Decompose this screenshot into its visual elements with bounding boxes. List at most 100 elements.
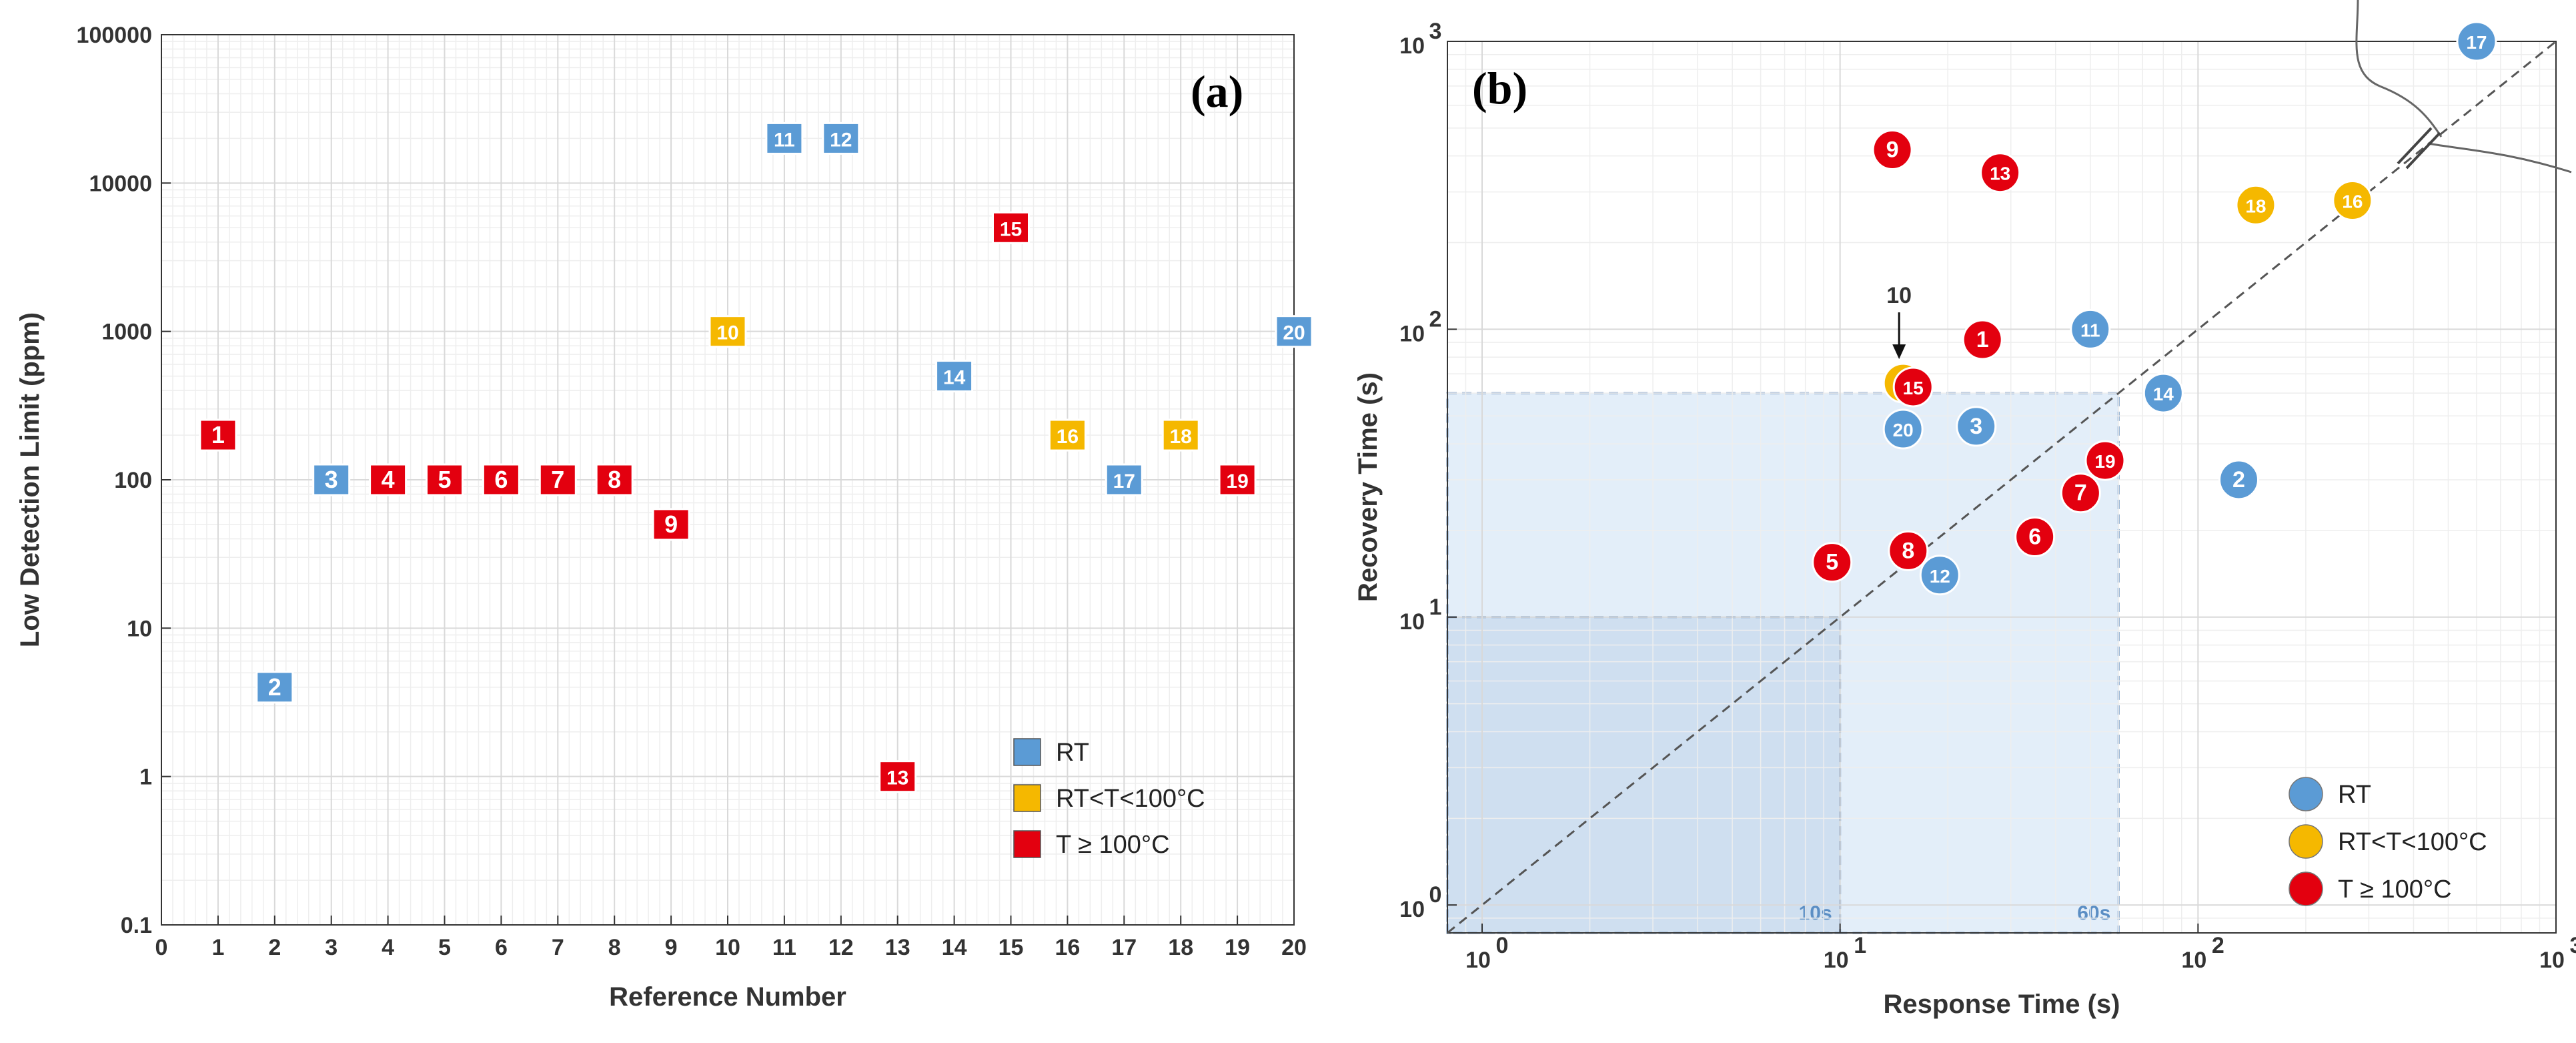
panel-b-marker-label: 13 <box>1990 163 2010 184</box>
panel-a-marker <box>1275 315 1313 348</box>
panel-a-marker-label: 18 <box>1170 426 1192 448</box>
panel-b-point-6: 6 <box>2014 516 2056 558</box>
panel-a-label: (a) <box>1191 66 1243 117</box>
panel-b-point-13: 13 <box>1980 152 2021 194</box>
panel-a-point-20: 20 <box>1275 315 1313 348</box>
panel-a-marker <box>652 508 690 541</box>
panel-a-x-tick-label: 3 <box>325 935 338 960</box>
panel-a-x-tick-label: 10 <box>715 935 740 960</box>
panel-b-y-tick-exponent: 3 <box>1429 19 1442 44</box>
panel-a-x-tick-label: 13 <box>885 935 910 960</box>
panel-b-label: (b) <box>1472 63 1527 113</box>
panel-b-x-tick-label: 10 <box>1824 948 1849 973</box>
panel-b-annotation-arrowhead <box>1892 344 1906 360</box>
panel-b-x-tick-label: 10 <box>2539 948 2565 973</box>
panel-b-points: 179131816111101514203192765812 <box>1812 21 2497 596</box>
panel-b-marker-label: 11 <box>2080 320 2100 340</box>
panel-b-y-tick-label: 10 <box>1399 33 1425 59</box>
panel-b-shade-label: 10s <box>1799 902 1832 924</box>
panel-b-point-9: 9 <box>1872 129 1913 171</box>
panel-b-legend-hot-label: T ≥ 100°C <box>2338 876 2452 904</box>
panel-b-marker <box>2084 440 2126 481</box>
panel-b-axis-break-curve-left <box>2355 0 2443 137</box>
panel-b-diagonal-line <box>1447 40 2557 934</box>
panel-a-marker-label: 3 <box>325 466 338 493</box>
panel-a-x-tick-label: 12 <box>828 935 854 960</box>
panel-a-y-ticks: 0.1 1 10 100 1000 10000 100000 <box>77 23 171 938</box>
panel-a-x-tick-label: 4 <box>382 935 394 960</box>
panel-a-marker <box>312 463 351 496</box>
panel-b-marker <box>2218 459 2259 500</box>
panel-a-point-9: 9 <box>652 508 690 541</box>
panel-b-y-tick-label: 10 <box>1399 609 1425 635</box>
panel-a-x-tick-label: 9 <box>665 935 678 960</box>
panel-a-marker <box>1218 463 1257 496</box>
panel-a-marker <box>765 121 804 155</box>
panel-b-point-7: 7 <box>2060 472 2101 514</box>
panel-a-marker-label: 9 <box>664 510 678 538</box>
panel-b-axis-break-curve-right <box>2427 142 2572 173</box>
panel-a-marker <box>1105 463 1143 496</box>
panel-a-marker <box>369 463 408 496</box>
panel-b-legend-mid-label: RT<T<100°C <box>2338 828 2487 856</box>
panel-a-marker <box>878 760 917 793</box>
panel-b-marker <box>2060 472 2101 514</box>
panel-a-marker-label: 8 <box>608 466 621 493</box>
panel-b-point-20: 20 <box>1882 408 1924 450</box>
panel-a-point-11: 11 <box>765 121 804 155</box>
panel-b-x-tick-exponent: 3 <box>2570 933 2576 958</box>
panel-b-point-1: 1 <box>1962 319 2003 360</box>
panel-a-x-tick-label: 18 <box>1168 935 1193 960</box>
panel-b-point-19: 19 <box>2084 440 2126 481</box>
panel-a-legend-hot-swatch <box>1013 830 1041 858</box>
panel-a-x-tick-label: 6 <box>495 935 508 960</box>
panel-a-point-3: 3 <box>312 463 351 496</box>
panel-b-marker <box>2142 372 2184 414</box>
panel-b-point-5: 5 <box>1812 542 1853 583</box>
panel-a-point-15: 15 <box>992 211 1030 244</box>
panel-b-legend-hot-swatch <box>2289 872 2323 906</box>
panel-b-x-tick-label: 10 <box>2181 948 2206 973</box>
panel-a-x-tick-label: 14 <box>942 935 967 960</box>
panel-a-marker-label: 2 <box>268 673 281 701</box>
panel-b-x-axis-label: Response Time (s) <box>1884 990 2120 1019</box>
panel-a-legend-mid-swatch <box>1013 784 1041 812</box>
panel-a-x-tick-label: 20 <box>1281 935 1307 960</box>
panel-a-x-tick-label: 15 <box>999 935 1024 960</box>
panel-b-marker-label: 12 <box>1930 566 1950 587</box>
panel-b-marker-label: 1 <box>1976 327 1989 352</box>
panel-b-point-17: 17 <box>2456 21 2497 62</box>
panel-b-marker <box>2070 308 2111 350</box>
panel-a-marker <box>426 463 464 496</box>
panel-b-marker <box>2014 516 2056 558</box>
panel-b-y-tick-label: 10 <box>1399 321 1425 346</box>
panel-b-point-8: 8 <box>1888 530 1929 571</box>
panel-a-x-tick-label: 17 <box>1111 935 1137 960</box>
panel-a-marker-label: 12 <box>830 129 852 151</box>
panel-b-legend-mid-swatch <box>2289 824 2323 859</box>
panel-a-chart: 0 1 2 3 4 5 6 7 8 9 10 11 12 13 14 15 16 17 18 19 20 0.11101… <box>15 23 1313 1012</box>
panel-b-x-tick-exponent: 1 <box>1854 933 1866 958</box>
panel-a-marker <box>708 315 747 348</box>
panel-b-y-axis-label: Recovery Time (s) <box>1353 372 1383 602</box>
panel-b-point-16: 16 <box>2332 180 2373 221</box>
panel-a-point-8: 8 <box>595 463 634 496</box>
panel-a-marker-label: 16 <box>1057 426 1079 448</box>
panel-a-y-tick-label: 10000 <box>89 171 152 196</box>
panel-a-marker-label: 17 <box>1113 470 1135 492</box>
panel-a-x-tick-label: 16 <box>1055 935 1080 960</box>
panel-b-point-14: 14 <box>2142 372 2184 414</box>
panel-b-marker <box>1980 152 2021 194</box>
panel-b-point-15: 15 <box>1892 366 1934 408</box>
panel-a-point-19: 19 <box>1218 463 1257 496</box>
panel-b-marker <box>1892 366 1934 408</box>
panel-a-marker-label: 19 <box>1226 470 1248 492</box>
panel-a-x-tick-label: 8 <box>608 935 621 960</box>
panel-b-x-tick-exponent: 2 <box>2212 933 2224 958</box>
panel-a-point-1: 1 <box>199 418 237 452</box>
panel-a-marker-label: 7 <box>551 466 564 493</box>
panel-a-marker <box>255 671 294 704</box>
